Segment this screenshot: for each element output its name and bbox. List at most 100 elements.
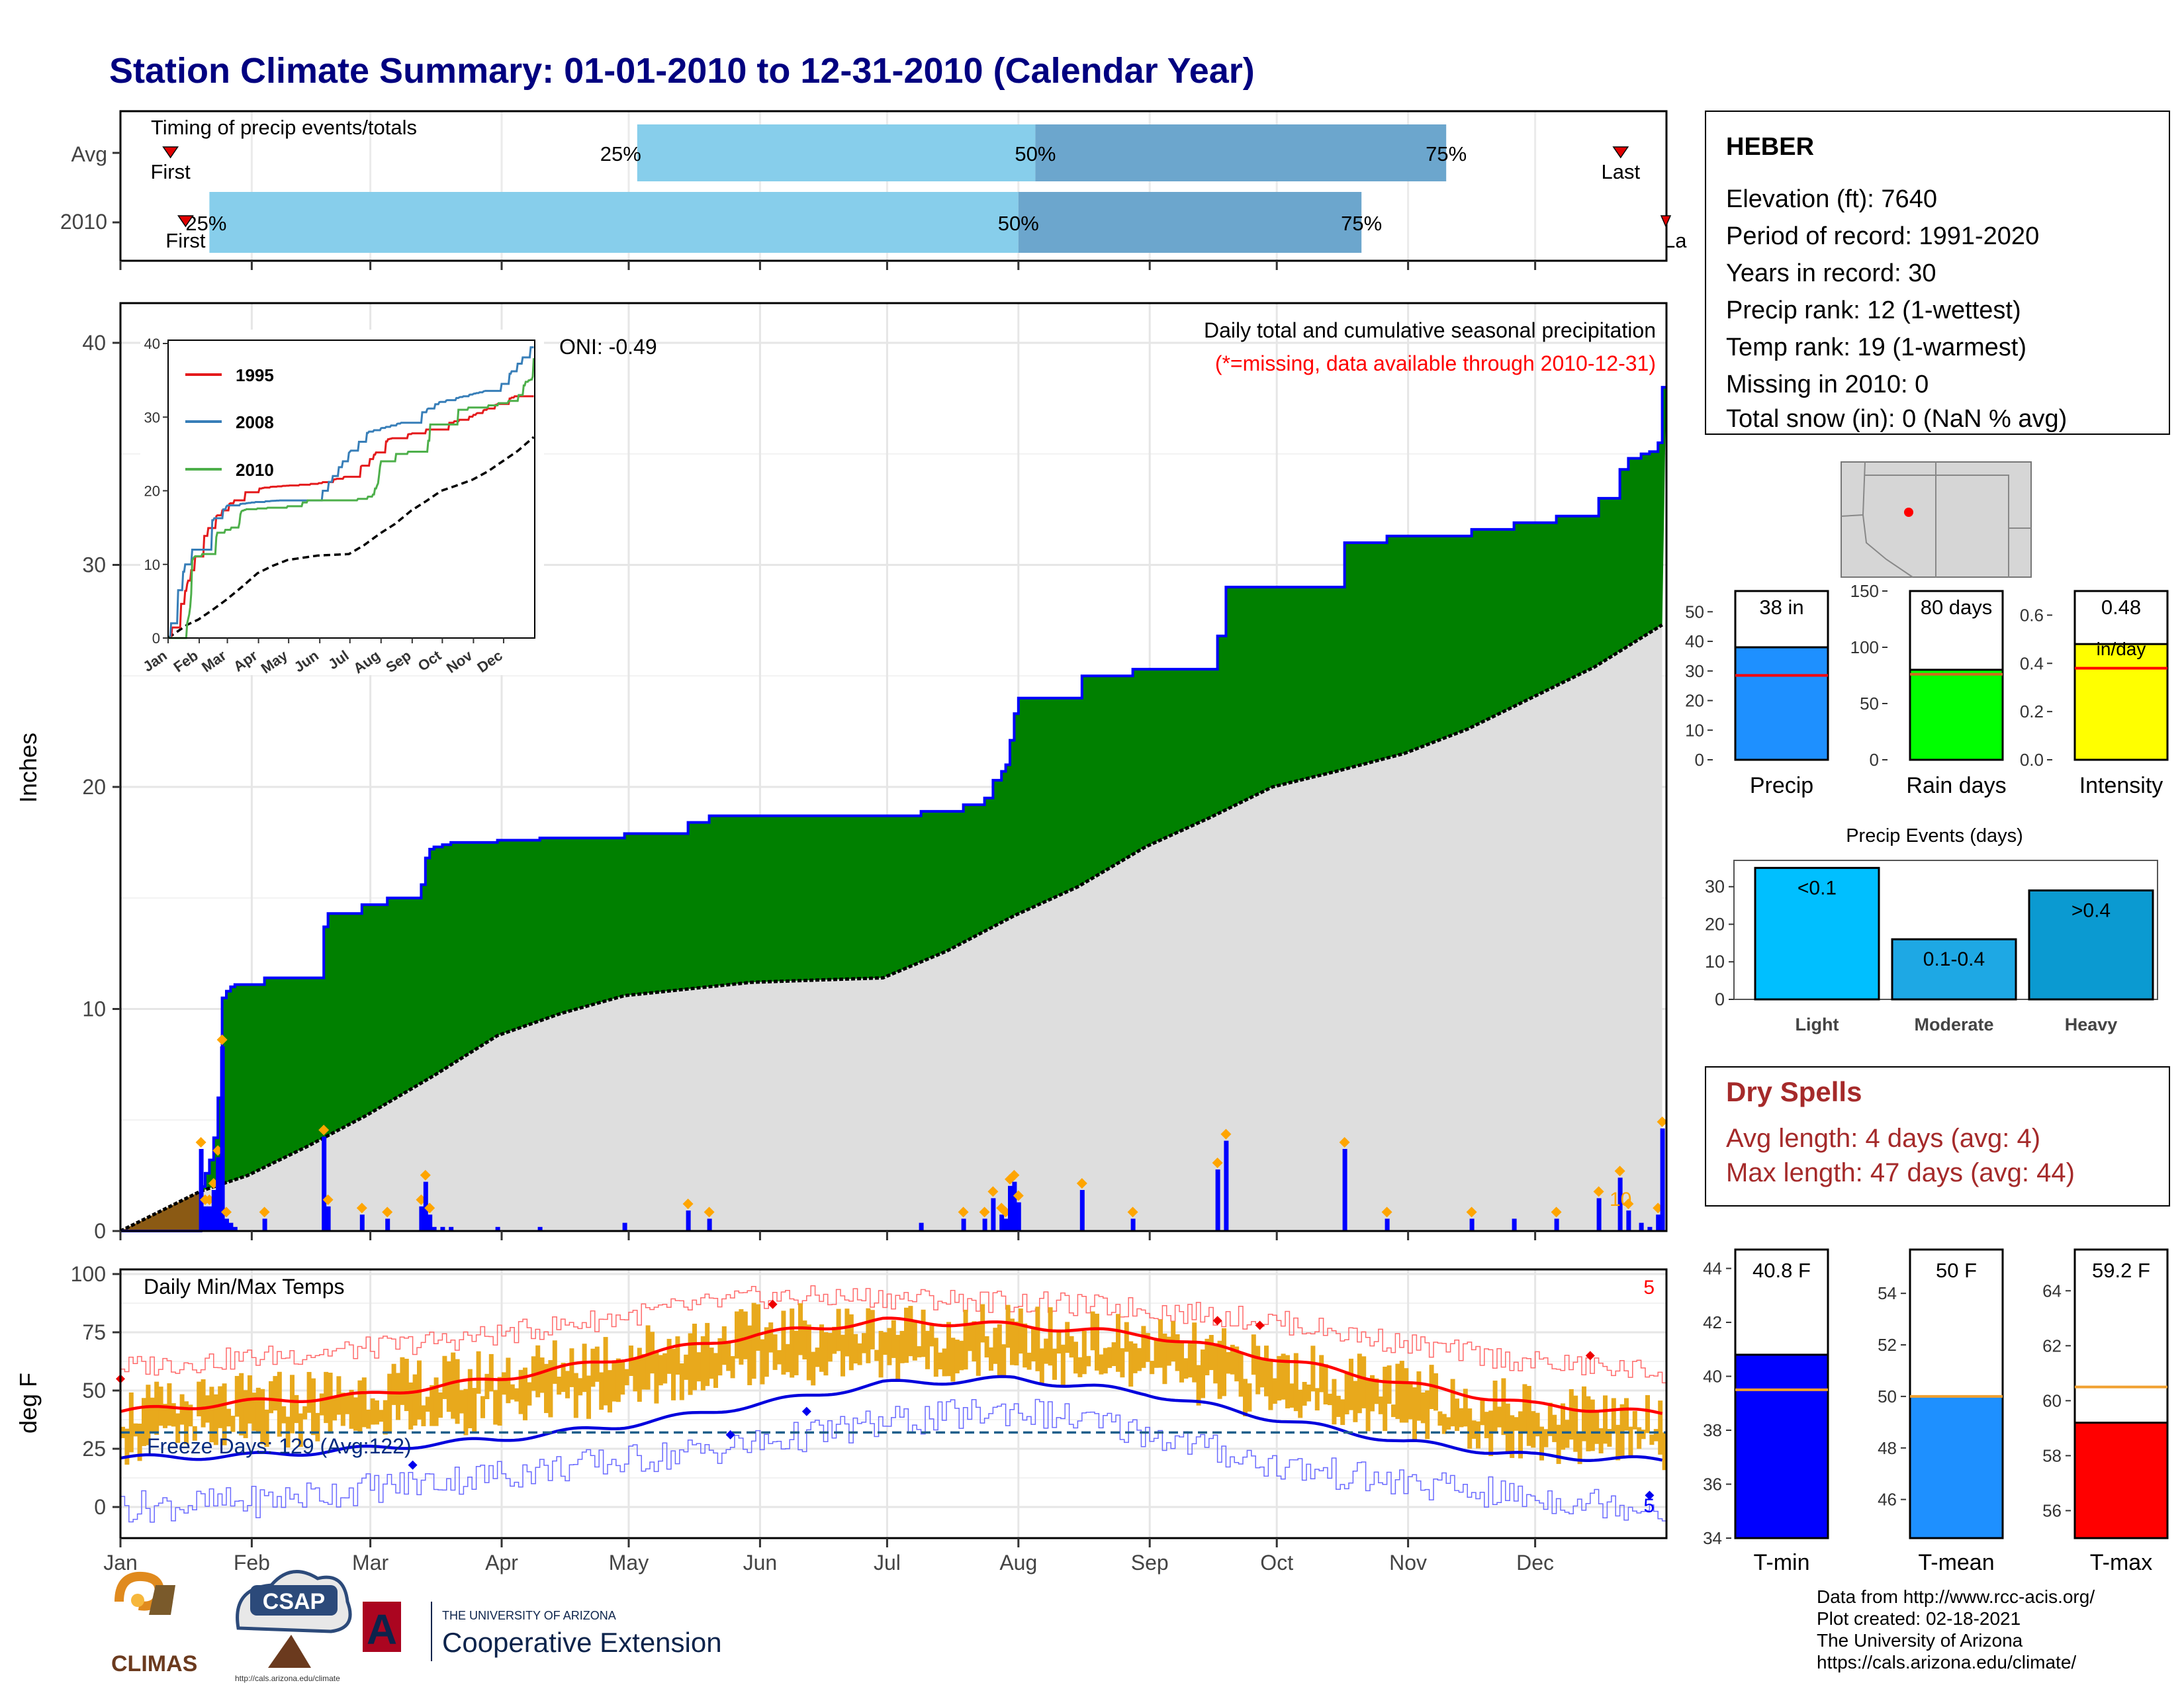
inset-background [140, 330, 544, 675]
daily-temp-bar [1416, 1371, 1422, 1421]
daily-temp-bar [1196, 1365, 1201, 1406]
ua-unit: Cooperative Extension [442, 1627, 722, 1658]
events-tick-label-10: 10 [1705, 952, 1725, 972]
daily-temp-bar [717, 1338, 723, 1376]
daily-temp-bar [1026, 1352, 1032, 1370]
daily-temp-bar [1586, 1396, 1591, 1451]
temp-summary-tick-label-t-max: 56 [2042, 1500, 2062, 1520]
daily-temp-bar [400, 1357, 405, 1405]
daily-temp-bar [510, 1384, 515, 1400]
daily-temp-bar [1285, 1355, 1290, 1408]
daily-temp-bar [730, 1356, 735, 1379]
daily-temp-bar [1370, 1375, 1375, 1412]
timing-row-label-2010: 2010 [60, 210, 107, 234]
daily-precip-bar [199, 1149, 204, 1231]
daily-temp-bar [222, 1383, 227, 1445]
timing-band-25-50-avg [637, 124, 1036, 181]
temp-summary-tick-label-t-max: 62 [2042, 1336, 2062, 1355]
events-tick-label-20: 20 [1705, 914, 1725, 934]
daily-temp-bar [1116, 1314, 1120, 1372]
daily-temp-bar [891, 1320, 896, 1358]
daily-temp-bar [277, 1371, 282, 1437]
daily-temp-bar [480, 1396, 485, 1418]
station-elevation: Elevation (ft): 7640 [1726, 185, 1937, 213]
precip-ylabel: Inches [15, 733, 42, 803]
summary-value-precip: 38 in [1759, 596, 1803, 619]
daily-temp-bar [692, 1324, 697, 1391]
record-high-marker [1212, 1316, 1222, 1326]
legend-label-2008: 2008 [236, 412, 274, 432]
daily-temp-bar [1217, 1340, 1222, 1399]
daily-temp-bar [1437, 1411, 1443, 1426]
daily-temp-bar [1234, 1346, 1240, 1382]
daily-precip-bar [322, 1136, 327, 1231]
daily-temp-bar [383, 1400, 388, 1435]
daily-temp-bar [361, 1377, 367, 1428]
daily-temp-bar [497, 1377, 502, 1426]
daily-temp-bar [1099, 1354, 1104, 1375]
daily-temp-bar [150, 1397, 155, 1432]
daily-temp-bar [620, 1359, 625, 1395]
daily-precip-bar [359, 1214, 365, 1231]
daily-precip-bar [1342, 1149, 1347, 1231]
daily-temp-bar [548, 1360, 553, 1418]
daily-temp-bar [476, 1351, 481, 1394]
daily-temp-bar [1607, 1429, 1612, 1447]
summary-tick-label-precip: 40 [1685, 631, 1704, 651]
record-min-count: 5 [1643, 1495, 1655, 1517]
daily-temp-bar [1183, 1358, 1189, 1379]
daily-temp-bar [1141, 1326, 1146, 1368]
daily-temp-bar [408, 1382, 414, 1430]
summary-tick-label-precip: 50 [1685, 602, 1704, 621]
temp-summary-value-t-mean: 50 F [1936, 1259, 1977, 1282]
daily-temp-bar [976, 1322, 981, 1376]
record-low-marker [408, 1460, 418, 1470]
daily-temp-bar [713, 1353, 718, 1389]
daily-temp-bar [1598, 1428, 1604, 1453]
daily-precip-bar [224, 1218, 229, 1231]
daily-temp-bar [700, 1336, 705, 1391]
daily-temp-bar [1162, 1334, 1167, 1385]
daily-temp-bar [578, 1378, 583, 1396]
daily-temp-bar [624, 1369, 629, 1386]
daily-temp-bar [1522, 1384, 1527, 1434]
daily-temp-bar [1238, 1352, 1244, 1397]
daily-temp-bar [1383, 1367, 1388, 1432]
events-label-moderate: Moderate [1914, 1015, 1993, 1034]
daily-temp-bar [1365, 1378, 1371, 1432]
precip-ytick-label-30: 30 [82, 553, 106, 577]
daily-temp-bar [1395, 1363, 1400, 1419]
daily-temp-bar [1272, 1378, 1277, 1404]
daily-temp-bar [1128, 1341, 1134, 1387]
daily-temp-bar [425, 1396, 430, 1412]
daily-precip-bar [919, 1222, 924, 1231]
credit-line-3: The University of Arizona [1817, 1630, 2023, 1651]
daily-temp-bar [1361, 1356, 1367, 1408]
legend-label-1995: 1995 [236, 365, 274, 385]
record-low-marker [725, 1430, 735, 1440]
precip-subtitle: Daily total and cumulative seasonal prec… [1204, 318, 1656, 342]
temp-summary-tick-label-t-mean: 50 [1878, 1387, 1897, 1406]
summary-tick-label-intensity: 0.0 [2020, 750, 2044, 770]
normal-max-line [120, 1316, 1663, 1415]
daily-temp-bar [1001, 1344, 1007, 1376]
record-high-marker [768, 1299, 778, 1309]
temp-frame [119, 1268, 1668, 1539]
daily-temp-bar [1637, 1427, 1642, 1449]
daily-temp-bar [1349, 1358, 1353, 1410]
summary-tick-label-rain-days: 50 [1860, 694, 1879, 713]
daily-temp-bar [823, 1332, 829, 1376]
daily-temp-bar [1632, 1411, 1637, 1430]
temp-summary-tick-label-t-min: 40 [1703, 1367, 1722, 1387]
record-low-marker [1645, 1490, 1655, 1500]
daily-temp-bar [311, 1378, 316, 1436]
daily-temp-bar [899, 1330, 905, 1363]
daily-temp-bar [412, 1374, 418, 1426]
daily-temp-bar [1179, 1340, 1184, 1383]
daily-temp-bar [255, 1387, 261, 1434]
daily-temp-bar [353, 1397, 358, 1431]
daily-temp-bar [1619, 1404, 1625, 1459]
daily-temp-bar [1471, 1420, 1477, 1439]
daily-temp-bar [1255, 1346, 1261, 1394]
daily-temp-bar [1378, 1396, 1383, 1414]
